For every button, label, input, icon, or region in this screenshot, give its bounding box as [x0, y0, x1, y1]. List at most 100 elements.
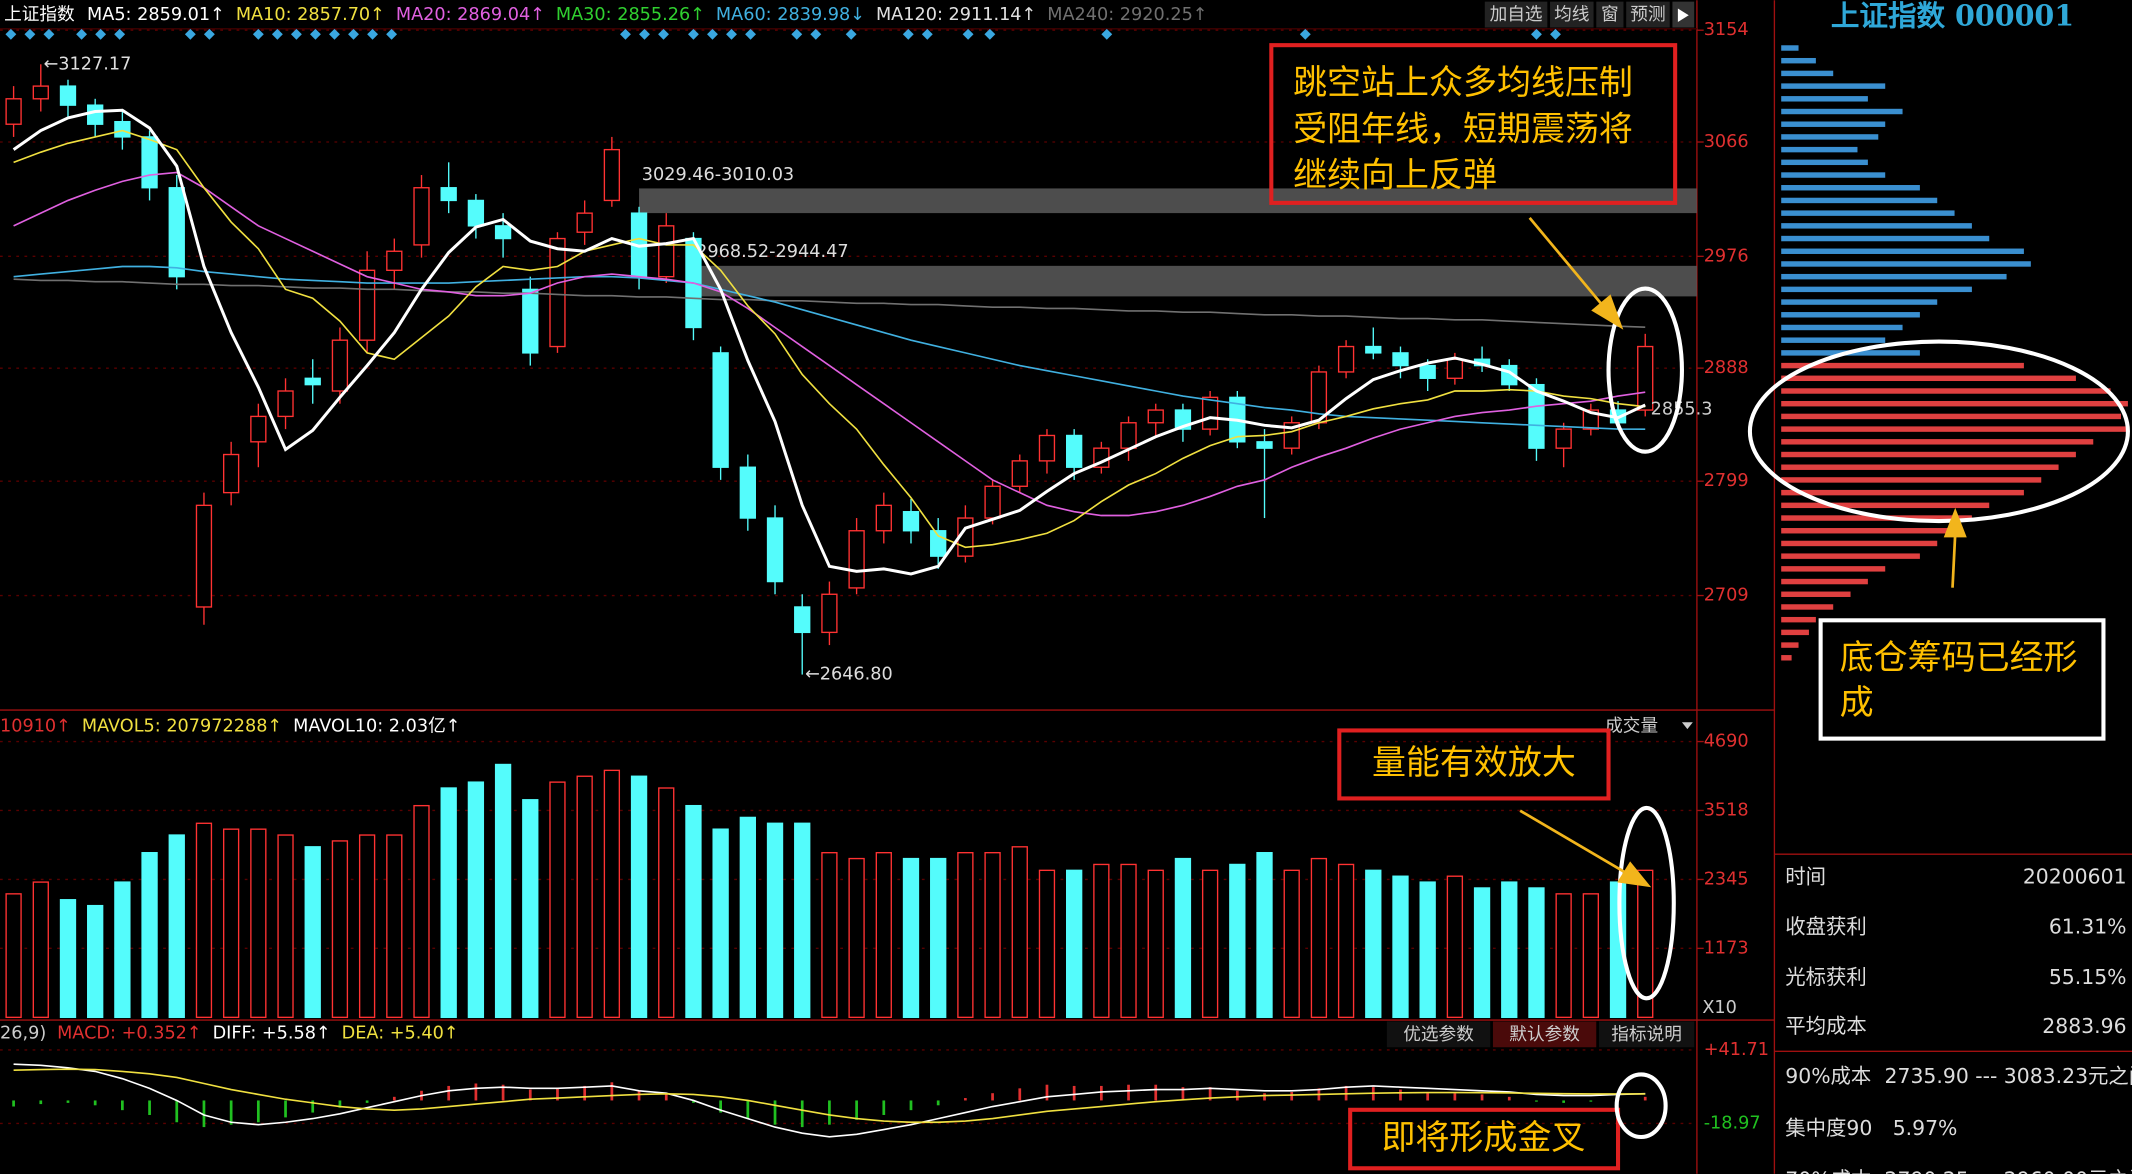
- y-tick-label: 4690: [1704, 732, 1749, 752]
- chip-bar: [1781, 451, 2076, 458]
- volume-bar: [1555, 893, 1572, 1019]
- gap-band: [693, 265, 1697, 297]
- chip-bar: [1781, 223, 1972, 229]
- ma-line: [13, 129, 1646, 549]
- candle-body: [386, 250, 403, 271]
- candle-body: [1283, 422, 1300, 449]
- legend-entry: MA60: 2839.98↓: [716, 5, 865, 25]
- volume-bar: [984, 852, 1001, 1019]
- chip-bar: [1781, 362, 2024, 369]
- chip-bar: [1781, 210, 1955, 216]
- signal-diamond: [271, 28, 283, 40]
- candle-body: [1256, 441, 1273, 449]
- toolbar-button[interactable]: 窗: [1601, 4, 1619, 25]
- y-tick-label: 2888: [1704, 358, 1749, 378]
- toolbar-button[interactable]: 加自选: [1490, 4, 1543, 25]
- volume-bar: [549, 781, 566, 1019]
- candle-body: [114, 120, 131, 138]
- button-bg[interactable]: [1596, 1, 1624, 28]
- volume-bar: [522, 799, 539, 1019]
- chip-bar: [1781, 375, 2076, 382]
- volume-bar: [1501, 881, 1518, 1019]
- gap-band: [639, 188, 1697, 214]
- macd-line: [13, 1063, 1646, 1138]
- volume-bar: [168, 834, 185, 1019]
- chip-bar: [1781, 197, 1938, 204]
- chip-bar: [1781, 400, 2128, 407]
- signal-diamond: [707, 28, 718, 40]
- signal-diamond: [252, 28, 264, 40]
- candle-body: [277, 390, 294, 418]
- toolbar-button[interactable]: 预测: [1630, 4, 1665, 25]
- chip-bar: [1781, 604, 1834, 610]
- volume-bar: [277, 834, 294, 1019]
- macd-button[interactable]: 指标说明: [1611, 1024, 1682, 1045]
- annotation-text: 继续向上反弹: [1293, 156, 1497, 196]
- signal-diamond: [5, 28, 17, 40]
- signal-diamond: [962, 28, 974, 40]
- toolbar-button[interactable]: 均线: [1554, 4, 1589, 25]
- toolbar-title: 上证指数: [4, 4, 75, 25]
- volume-bar: [576, 775, 593, 1019]
- legend-entry: 10910↑: [0, 716, 71, 736]
- button-bg[interactable]: [1550, 1, 1594, 28]
- button-bg[interactable]: [1626, 1, 1670, 28]
- volume-bar: [222, 828, 240, 1019]
- candle-body: [59, 85, 77, 106]
- volume-bar: [59, 899, 77, 1019]
- volume-bar: [848, 857, 865, 1019]
- arrow-shaft: [1519, 809, 1630, 876]
- volume-bar: [1093, 863, 1110, 1019]
- legend-entry: MAVOL10: 2.03亿↑: [293, 715, 460, 736]
- chip-bar: [1781, 388, 2111, 394]
- button-bg[interactable]: [1386, 1021, 1491, 1048]
- candle-body: [658, 225, 675, 278]
- candle-body: [5, 98, 22, 125]
- gap-band-label: 3029.46-3010.03: [642, 165, 794, 185]
- y-tick-label: 2976: [1704, 246, 1749, 266]
- chip-bar: [1781, 426, 2128, 432]
- info-label: 70%成本: [1785, 1168, 1871, 1174]
- annotation-box: [1818, 618, 2106, 741]
- macd-button[interactable]: 优选参数: [1403, 1024, 1474, 1045]
- volume-bar: [658, 787, 675, 1019]
- annotation-text: 受阻年线，短期震荡将: [1293, 109, 1633, 149]
- chip-bar: [1781, 502, 1990, 509]
- y-tick-label: 1173: [1704, 938, 1749, 958]
- volume-bar: [1528, 887, 1545, 1019]
- indicator-name[interactable]: 成交量: [1605, 715, 1658, 736]
- candle-body: [522, 288, 539, 354]
- chip-bar: [1781, 261, 2031, 267]
- button-bg[interactable]: [1492, 1021, 1597, 1048]
- volume-bar: [794, 822, 811, 1019]
- macd-button[interactable]: 默认参数: [1509, 1024, 1580, 1045]
- legend-entry: MA20: 2869.04↑: [396, 5, 545, 25]
- volume-bar: [1392, 875, 1409, 1019]
- info-panel: 时间 20200601 收盘获利 61.31% 光标获利 55.15% 平均成本 2883.9…: [1785, 864, 2132, 1174]
- chip-bar: [1781, 159, 1868, 166]
- info-label: 收盘获利: [1785, 915, 1867, 939]
- candle-body: [413, 187, 430, 246]
- signal-diamond: [310, 28, 321, 40]
- chip-bar: [1781, 273, 2007, 280]
- candle-body: [1011, 460, 1028, 487]
- legend-entry: MA240: 2920.25↑: [1047, 5, 1207, 25]
- legend-entry: MA30: 2855.26↑: [556, 5, 705, 25]
- chip-bar: [1781, 540, 1938, 547]
- signal-diamond: [367, 28, 378, 40]
- button-bg[interactable]: [1599, 1021, 1695, 1048]
- annotation-text: 底仓筹码已经形: [1840, 638, 2078, 678]
- ma-line: [13, 278, 1646, 328]
- signal-diamond: [114, 28, 126, 40]
- candle-body: [848, 530, 865, 589]
- candle-body: [304, 377, 321, 386]
- exit-icon: [1677, 8, 1689, 23]
- dropdown-icon[interactable]: [1681, 722, 1693, 730]
- candle-body: [87, 104, 104, 125]
- button-bg[interactable]: [1484, 1, 1548, 28]
- info-label: 平均成本: [1785, 1014, 1867, 1038]
- volume-bar: [32, 881, 49, 1019]
- signal-diamond: [203, 28, 215, 40]
- candle-body: [603, 148, 621, 202]
